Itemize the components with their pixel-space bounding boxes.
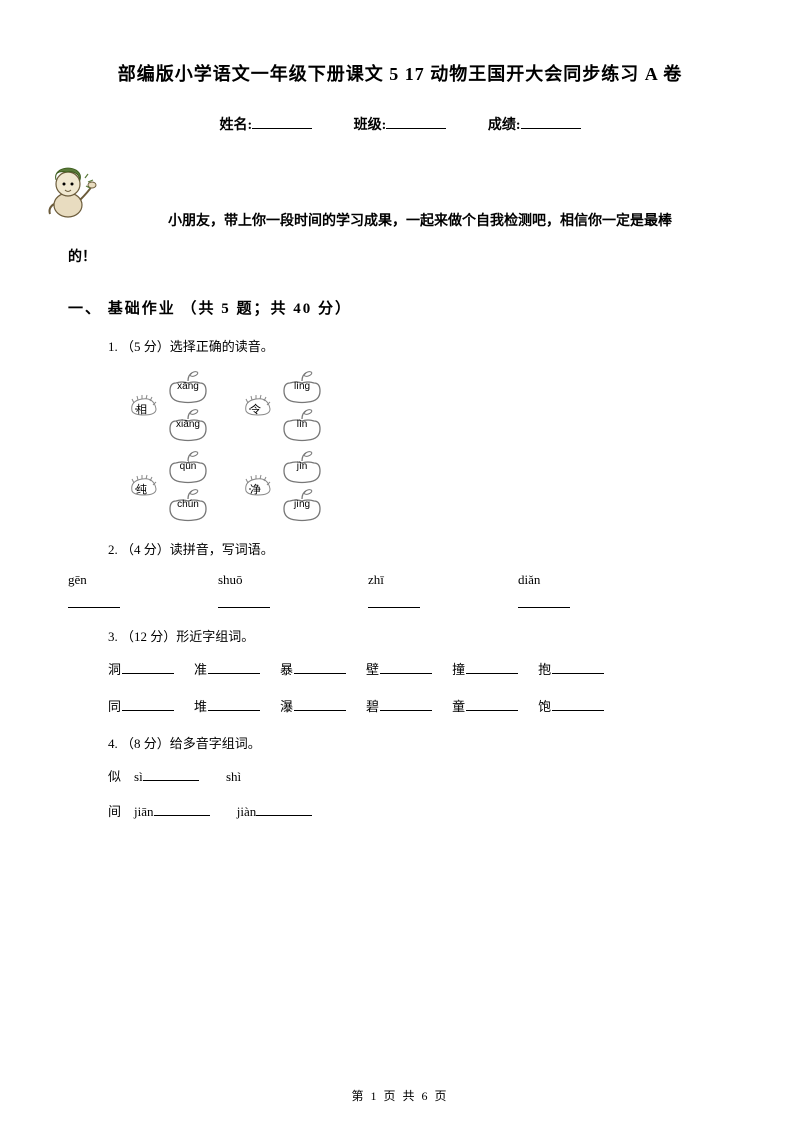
apple-option[interactable]: xāng bbox=[164, 369, 212, 405]
apple-option[interactable]: lìn bbox=[278, 407, 326, 443]
hedgehog-icon: 纯 bbox=[128, 473, 160, 499]
name-blank[interactable] bbox=[252, 115, 312, 129]
word-row-a: 洞 准 暴 壁 撞 抱 bbox=[108, 659, 732, 678]
word-blank[interactable] bbox=[294, 698, 346, 711]
pinyin-cell: zhī bbox=[368, 572, 518, 588]
word-blank[interactable] bbox=[122, 698, 174, 711]
char: 壁 bbox=[366, 659, 379, 678]
polyphone-row: 似 sì shì bbox=[108, 766, 732, 785]
class-blank[interactable] bbox=[386, 115, 446, 129]
pinyin-cell: diǎn bbox=[518, 572, 668, 588]
char: 同 bbox=[108, 696, 121, 715]
poly-blank[interactable] bbox=[256, 803, 312, 816]
score-blank[interactable] bbox=[521, 115, 581, 129]
char: 碧 bbox=[366, 696, 379, 715]
pinyin-cell: shuō bbox=[218, 572, 368, 588]
char-label: 相 bbox=[136, 401, 147, 417]
poly-pinyin: jiān bbox=[134, 804, 154, 819]
word-row-b: 同 堆 瀑 碧 童 饱 bbox=[108, 696, 732, 715]
pinyin-option: xāng bbox=[164, 381, 212, 392]
word-blank[interactable] bbox=[122, 661, 174, 674]
poly-blank[interactable] bbox=[143, 768, 199, 781]
pinyin-cell: gēn bbox=[68, 572, 218, 588]
char: 准 bbox=[194, 659, 207, 678]
question-2: 2. （4 分）读拼音，写词语。 bbox=[108, 539, 732, 558]
intro-line2: 的！ bbox=[68, 240, 732, 276]
choice-pair[interactable]: 净 jìn jìng bbox=[242, 449, 326, 523]
page-title: 部编版小学语文一年级下册课文 5 17 动物王国开大会同步练习 A 卷 bbox=[68, 60, 732, 86]
pinyin-option: chún bbox=[164, 499, 212, 510]
answer-blank[interactable] bbox=[518, 594, 570, 608]
section-heading: 一、 基础作业 （共 5 题；共 40 分） bbox=[68, 297, 732, 318]
score-label: 成绩: bbox=[488, 118, 521, 133]
word-blank[interactable] bbox=[294, 661, 346, 674]
poly-pinyin: shì bbox=[226, 769, 241, 784]
char-label: 净 bbox=[250, 481, 261, 497]
pinyin-choice-exercise: 相 xāng xiāng 纯 qún chún 令 lìng bbox=[128, 369, 732, 523]
word-blank[interactable] bbox=[208, 661, 260, 674]
pinyin-option: xiāng bbox=[164, 419, 212, 430]
question-4: 4. （8 分）给多音字组词。 bbox=[108, 733, 732, 752]
char: 洞 bbox=[108, 659, 121, 678]
word-blank[interactable] bbox=[466, 661, 518, 674]
poly-pinyin: sì bbox=[134, 769, 143, 784]
apple-option[interactable]: qún bbox=[164, 449, 212, 485]
char: 饱 bbox=[538, 696, 551, 715]
apple-option[interactable]: lìng bbox=[278, 369, 326, 405]
page-footer: 第 1 页 共 6 页 bbox=[0, 1087, 800, 1104]
pinyin-option: jìn bbox=[278, 461, 326, 472]
choice-pair[interactable]: 令 lìng lìn bbox=[242, 369, 326, 443]
apple-option[interactable]: xiāng bbox=[164, 407, 212, 443]
answer-blank[interactable] bbox=[368, 594, 420, 608]
char: 童 bbox=[452, 696, 465, 715]
apple-option[interactable]: chún bbox=[164, 487, 212, 523]
hedgehog-icon: 净 bbox=[242, 473, 274, 499]
char: 瀑 bbox=[280, 696, 293, 715]
word-blank[interactable] bbox=[466, 698, 518, 711]
cartoon-icon bbox=[40, 160, 100, 220]
word-blank[interactable] bbox=[552, 661, 604, 674]
pinyin-option: lìn bbox=[278, 419, 326, 430]
poly-char: 间 bbox=[108, 804, 121, 819]
apple-option[interactable]: jìng bbox=[278, 487, 326, 523]
choice-pair[interactable]: 纯 qún chún bbox=[128, 449, 212, 523]
polyphone-row: 间 jiān jiàn bbox=[108, 801, 732, 820]
pinyin-option: lìng bbox=[278, 381, 326, 392]
char: 暴 bbox=[280, 659, 293, 678]
answer-blank[interactable] bbox=[218, 594, 270, 608]
hedgehog-icon: 令 bbox=[242, 393, 274, 419]
hedgehog-icon: 相 bbox=[128, 393, 160, 419]
char: 撞 bbox=[452, 659, 465, 678]
pinyin-option: qún bbox=[164, 461, 212, 472]
answer-blank[interactable] bbox=[68, 594, 120, 608]
poly-blank[interactable] bbox=[154, 803, 210, 816]
apple-option[interactable]: jìn bbox=[278, 449, 326, 485]
intro-text: 小朋友，带上你一段时间的学习成果，一起来做个自我检测吧，相信你一定是最棒 的！ bbox=[68, 204, 732, 277]
word-blank[interactable] bbox=[552, 698, 604, 711]
char-label: 纯 bbox=[136, 481, 147, 497]
pinyin-prompts: gēn shuō zhī diǎn bbox=[68, 572, 732, 588]
poly-pinyin: jiàn bbox=[237, 804, 257, 819]
question-3: 3. （12 分）形近字组词。 bbox=[108, 626, 732, 645]
student-info: 姓名: 班级: 成绩: bbox=[68, 114, 732, 134]
word-blank[interactable] bbox=[380, 661, 432, 674]
intro-line1: 小朋友，带上你一段时间的学习成果，一起来做个自我检测吧，相信你一定是最棒 bbox=[168, 204, 732, 240]
class-label: 班级: bbox=[354, 118, 387, 133]
char: 堆 bbox=[194, 696, 207, 715]
poly-char: 似 bbox=[108, 769, 121, 784]
word-blank[interactable] bbox=[208, 698, 260, 711]
word-blank[interactable] bbox=[380, 698, 432, 711]
answer-blanks bbox=[68, 594, 732, 608]
char: 抱 bbox=[538, 659, 551, 678]
question-1: 1. （5 分）选择正确的读音。 bbox=[108, 336, 732, 355]
choice-pair[interactable]: 相 xāng xiāng bbox=[128, 369, 212, 443]
name-label: 姓名: bbox=[219, 118, 252, 133]
pinyin-option: jìng bbox=[278, 499, 326, 510]
char-label: 令 bbox=[250, 401, 261, 417]
